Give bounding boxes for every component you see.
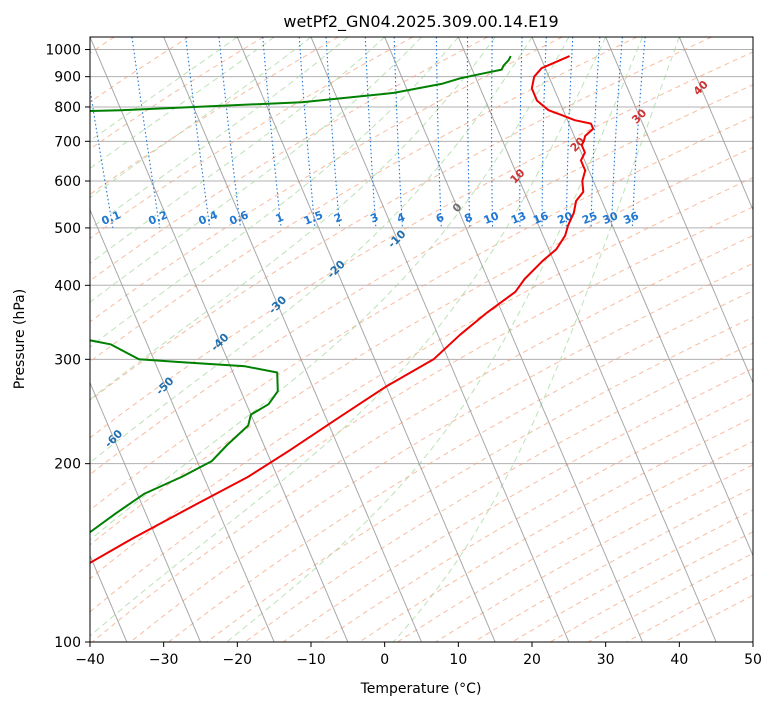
isotherm-line (90, 381, 201, 642)
dry-adiabat (90, 146, 753, 546)
mixing-ratio-lines (90, 37, 646, 228)
dry-adiabat (282, 367, 753, 642)
x-tick-label: −10 (296, 652, 326, 668)
y-tick-label: 600 (54, 174, 81, 190)
mixing-ratio-label: 1 (274, 211, 286, 226)
isotherm-line (752, 37, 753, 39)
x-axis-title: Temperature (°C) (360, 681, 482, 697)
plot-area: -100-90-80-70-60-50-40-30-20-10010203040… (0, 37, 753, 642)
mixing-ratio-label: 25 (580, 209, 599, 227)
dry-adiabat (90, 37, 488, 282)
dry-adiabat (130, 262, 753, 642)
y-tick-label: 100 (54, 635, 81, 651)
mixing-ratio-line (262, 37, 282, 228)
moist-adiabat (90, 37, 607, 637)
y-tick-label: 700 (54, 134, 81, 150)
isotherm-label: -70 (50, 479, 73, 502)
x-tick-label: 40 (670, 652, 688, 668)
isotherm-line (605, 37, 753, 384)
sounding-series (90, 55, 595, 565)
plot-background (90, 37, 753, 642)
isotherm-line (384, 37, 643, 642)
y-tick-label: 900 (54, 70, 81, 86)
moist-adiabat (392, 37, 680, 642)
isotherm-line (457, 37, 717, 642)
isotherm-line (90, 208, 275, 642)
y-tick-label: 500 (54, 221, 81, 237)
moist-adiabat (90, 37, 275, 169)
mixing-ratio-label: 3 (368, 211, 380, 226)
dry-adiabat (90, 51, 753, 439)
mixing-ratio-label: 16 (531, 209, 550, 227)
moist-adiabat (90, 37, 496, 401)
mixing-ratio-line (218, 37, 242, 228)
mixing-ratio-line (131, 37, 161, 228)
y-tick-label: 200 (54, 457, 81, 473)
y-axis-title: Pressure (hPa) (12, 289, 28, 389)
mixing-ratio-line (298, 37, 316, 228)
mixing-ratio-label: 10 (482, 209, 501, 227)
isotherm-line (531, 37, 753, 557)
moist-adiabat (90, 37, 386, 264)
isotherm-gridlines (90, 37, 753, 642)
mixing-ratio-label: 8 (463, 211, 475, 226)
temperature-profile-line (90, 55, 595, 565)
y-tick-label: 400 (54, 278, 81, 294)
dry-adiabat (90, 116, 753, 511)
isotherm-line (310, 37, 570, 642)
dewpoint-profile-line (90, 55, 512, 534)
plot-frame (89, 36, 754, 643)
moist-adiabat (90, 37, 459, 348)
y-tick-label: 300 (54, 352, 81, 368)
mixing-ratio-label: 2 (332, 211, 344, 226)
x-tick-label: −30 (149, 652, 179, 668)
y-tick-label: 800 (54, 100, 81, 116)
dry-adiabat (90, 206, 753, 613)
isotherm-line (163, 37, 422, 642)
isotherm-line (678, 37, 753, 212)
moist-adiabats (90, 37, 680, 642)
mixing-ratio-line (631, 37, 646, 228)
x-axis: −40 −30 −20 −10 0 10 20 30 40 50 (75, 642, 762, 668)
isotherm-line (90, 37, 349, 642)
dry-adiabat (90, 37, 563, 323)
x-tick-label: 50 (744, 652, 762, 668)
x-tick-label: 10 (449, 652, 467, 668)
x-tick-label: −20 (223, 652, 253, 668)
x-tick-label: 20 (523, 652, 541, 668)
chart-title: wetPf2_GN04.2025.309.00.14.E19 (283, 12, 558, 32)
isotherm-label: -80 (0, 525, 20, 548)
moist-adiabat (90, 37, 238, 142)
mixing-ratio-label: 13 (509, 209, 528, 227)
mixing-ratio-line (185, 37, 211, 228)
moist-adiabat (226, 37, 643, 642)
moist-adiabat (90, 37, 570, 541)
mixing-ratio-label: 30 (601, 209, 620, 227)
x-tick-label: 30 (597, 652, 615, 668)
moist-adiabat (90, 37, 312, 199)
mixing-ratio-label: 36 (622, 209, 641, 227)
dry-adiabat (90, 84, 753, 476)
y-tick-label: 1000 (45, 43, 81, 59)
moist-adiabat (90, 37, 533, 464)
mixing-ratio-line (90, 85, 114, 228)
x-tick-label: 0 (380, 652, 389, 668)
x-tick-label: −40 (75, 652, 105, 668)
isotherm-line (236, 37, 496, 642)
y-axis: 100 200 300 400 500 600 700 800 900 1000 (45, 43, 90, 651)
dry-adiabat (90, 37, 339, 196)
dry-adiabat (206, 316, 753, 642)
